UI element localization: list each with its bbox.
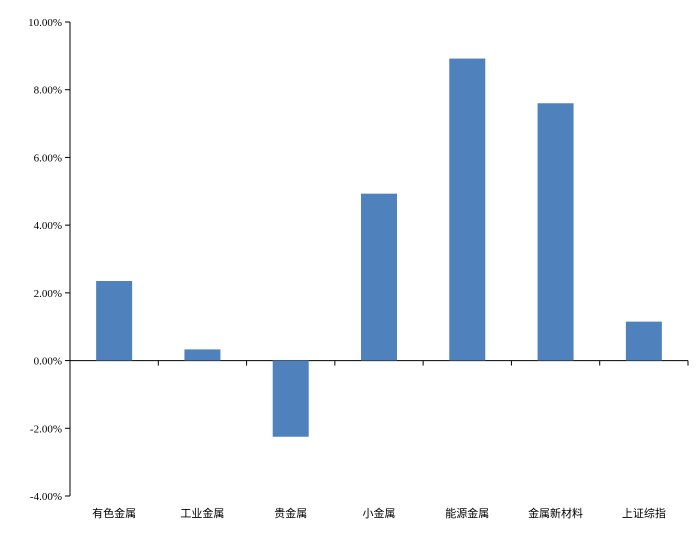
- bar: [361, 193, 397, 361]
- bar: [184, 349, 221, 361]
- x-category-label: 工业金属: [180, 506, 224, 520]
- y-tick-label: 2.00%: [34, 288, 62, 300]
- y-tick-label: -4.00%: [30, 491, 62, 503]
- y-tick-label: -2.00%: [30, 423, 62, 435]
- bar: [272, 360, 309, 437]
- bar: [449, 58, 486, 361]
- category-labels: 有色金属 工业金属 贵金属 小金属 能源金属 金属新材料 上证综指: [92, 506, 666, 520]
- x-category-label: 金属新材料: [528, 506, 583, 520]
- x-category-label: 上证综指: [622, 506, 666, 520]
- x-category-label: 贵金属: [274, 506, 307, 520]
- bar: [96, 281, 133, 361]
- y-tick-label: 0.00%: [34, 356, 62, 368]
- bar: [625, 321, 662, 361]
- y-axis: -4.00% -2.00% 0.00% 2.00% 4.00% 6.00% 8.00% 10.…: [28, 17, 71, 503]
- bars-group: [96, 58, 662, 437]
- x-axis: [69, 360, 689, 366]
- y-tick-label: 10.00%: [28, 17, 62, 29]
- x-category-label: 能源金属: [445, 506, 489, 520]
- x-category-label: 小金属: [363, 506, 396, 520]
- x-category-label: 有色金属: [92, 506, 136, 520]
- y-tick-label: 6.00%: [34, 152, 62, 164]
- y-tick-label: 8.00%: [34, 85, 62, 97]
- bar: [537, 103, 574, 361]
- y-tick-label: 4.00%: [34, 220, 62, 232]
